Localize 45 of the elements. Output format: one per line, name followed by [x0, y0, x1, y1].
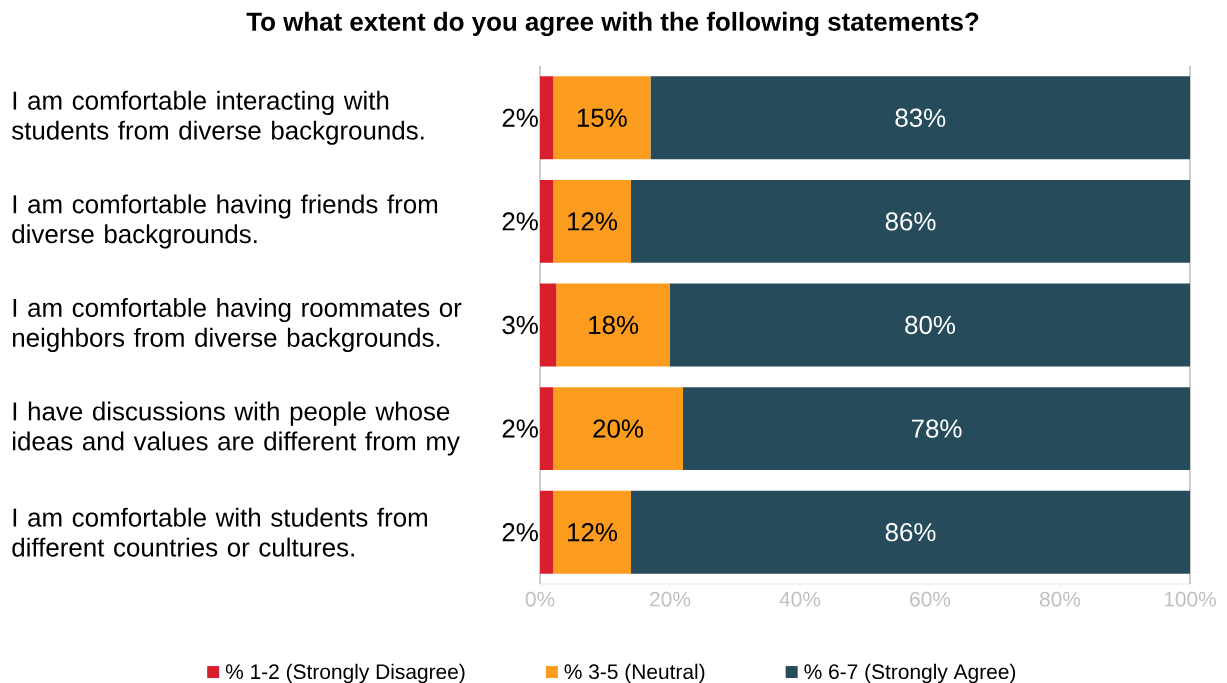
legend-label: % 1-2 (Strongly Disagree)	[225, 663, 465, 683]
data-label: 12%	[568, 212, 617, 231]
data-label: 2%	[502, 523, 538, 542]
data-label: 2%	[502, 212, 538, 231]
x-tick-label: 100%	[1164, 591, 1217, 607]
legend-label: % 6-7 (Strongly Agree)	[804, 663, 1016, 683]
y-tick-label: I am comfortable having roommates or neighbors from diverse backgrounds.	[12, 297, 462, 353]
bar	[540, 387, 554, 471]
bar	[553, 387, 683, 471]
bar	[683, 387, 1191, 471]
data-label: 2%	[502, 108, 538, 127]
bar	[540, 283, 557, 367]
x-tick-label: 40%	[779, 591, 821, 607]
bar	[553, 490, 631, 574]
chart-title: To what extent do you agree with the following statements?	[246, 11, 979, 37]
legend-label: % 3-5 (Neutral)	[564, 663, 705, 683]
y-tick-label: I am comfortable interacting with students from diverse backgrounds.	[11, 90, 424, 145]
data-label: 2%	[502, 419, 538, 438]
y-tick-label: I am comfortable having friends from diverse backgrounds.	[12, 194, 438, 249]
x-tick-label: 60%	[910, 591, 951, 607]
data-label: 15%	[577, 108, 627, 127]
x-tick-label: 20%	[650, 591, 691, 607]
bar	[540, 76, 554, 160]
bar	[631, 490, 1191, 574]
data-label: 80%	[905, 315, 955, 335]
bar	[650, 76, 1191, 160]
data-label: 86%	[885, 523, 936, 542]
bar	[670, 283, 1191, 367]
bar	[540, 490, 554, 574]
x-tick-label: 0%	[525, 591, 555, 607]
data-label: 20%	[593, 419, 643, 438]
data-label: 3%	[502, 315, 538, 335]
bar	[540, 179, 554, 263]
data-label: 18%	[589, 315, 639, 335]
bar	[553, 179, 631, 263]
data-label: 78%	[911, 419, 962, 438]
bar	[631, 179, 1191, 263]
data-label: 86%	[885, 212, 936, 231]
y-tick-label: I have discussions with people whose ideas and values are different from my	[13, 401, 460, 456]
x-tick-label: 80%	[1039, 591, 1081, 607]
bar	[556, 283, 670, 367]
y-tick-label: I am comfortable with students from different countries or cultures.	[12, 507, 427, 557]
data-label: 12%	[568, 523, 617, 542]
bar	[553, 76, 651, 160]
data-label: 83%	[895, 108, 946, 127]
